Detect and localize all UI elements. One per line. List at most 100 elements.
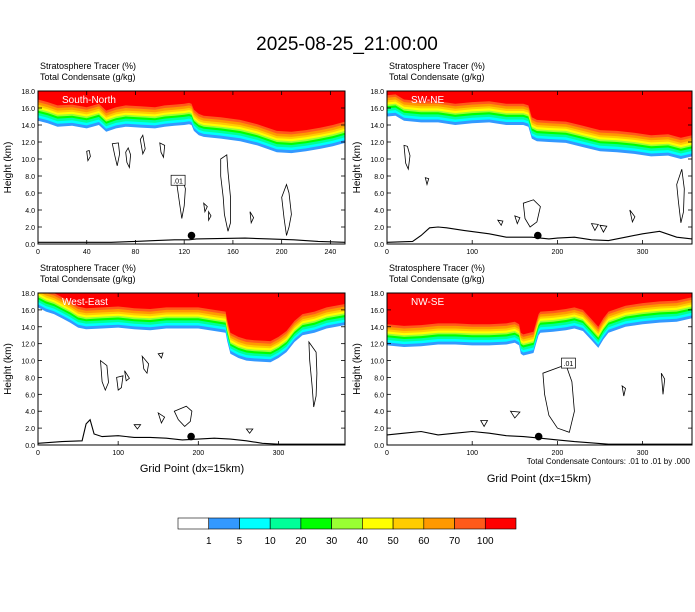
- condensate-contour: [522, 199, 541, 228]
- condensate-contour: [621, 384, 626, 397]
- x-tick-label: 120: [178, 249, 190, 256]
- terrain-line: [387, 430, 692, 445]
- location-marker: [187, 432, 195, 441]
- y-tick-label: 18.0: [370, 89, 384, 96]
- y-tick-label: 4.0: [25, 208, 35, 215]
- plot-frame: [386, 90, 693, 245]
- y-tick-label: 6.0: [374, 392, 384, 399]
- plot-frame: [37, 292, 346, 446]
- y-tick-label: 0.0: [374, 443, 384, 450]
- tracer-band-10: [387, 293, 692, 335]
- y-tick-label: 12.0: [370, 342, 384, 349]
- condensate-contour: [245, 428, 254, 434]
- plot-area: .01: [387, 293, 692, 445]
- contour-label-box: [561, 357, 576, 369]
- x-tick-label: 40: [83, 249, 91, 256]
- y-tick-label: 16.0: [370, 308, 384, 315]
- condensate-contour: [629, 209, 636, 224]
- y-axis-label: Height (km): [352, 142, 363, 194]
- x-tick-label: 0: [36, 249, 40, 256]
- plot-area: [38, 293, 345, 445]
- x-tick-label: 80: [132, 249, 140, 256]
- colorbar-swatch: [454, 517, 486, 530]
- location-marker: [187, 231, 196, 240]
- panels: Stratosphere Tracer (%)Total Condensate …: [3, 61, 693, 457]
- colorbar-swatch: [392, 517, 425, 530]
- y-tick-label: 8.0: [374, 375, 384, 382]
- tracer-band-10: [38, 91, 345, 132]
- panel-west-east: Stratosphere Tracer (%)Total Condensate …: [3, 263, 346, 457]
- y-tick-label: 12.0: [21, 140, 35, 147]
- colorbar-swatch: [177, 517, 210, 530]
- condensate-contour: [159, 142, 166, 159]
- condensate-contour: [157, 411, 166, 425]
- y-tick-label: 10.0: [370, 359, 384, 366]
- y-tick-label: 12.0: [370, 140, 384, 147]
- condensate-contour: [86, 149, 91, 162]
- panel-sw-ne: Stratosphere Tracer (%)Total Condensate …: [352, 61, 693, 256]
- y-tick-label: 4.0: [374, 409, 384, 416]
- condensate-contour: [220, 154, 231, 232]
- colorbar-swatch: [423, 517, 455, 530]
- colorbar-label: 60: [418, 536, 430, 547]
- colorbar-swatch: [331, 517, 363, 530]
- x-tick-label: 300: [273, 450, 285, 457]
- colorbar-label: 100: [477, 536, 494, 547]
- colorbar-label: 5: [237, 536, 243, 547]
- contour-note: Total Condensate Contours: .01 to .01 by…: [527, 457, 691, 466]
- condensate-contour: [599, 224, 608, 233]
- y-tick-label: 10.0: [21, 157, 35, 164]
- y-tick-label: 4.0: [25, 409, 35, 416]
- y-tick-label: 12.0: [21, 342, 35, 349]
- x-tick-label: 0: [385, 450, 389, 457]
- colorbar-swatch: [484, 517, 517, 530]
- y-axis-label: Height (km): [352, 343, 363, 395]
- colorbar: 1 5 10 20 30 40 50 60 70 100: [177, 517, 517, 547]
- colorbar-label: 50: [388, 536, 400, 547]
- colorbar-label: 30: [326, 536, 338, 547]
- y-tick-label: 2.0: [374, 225, 384, 232]
- y-tick-label: 6.0: [25, 191, 35, 198]
- y-tick-label: 10.0: [370, 157, 384, 164]
- condensate-contour: [509, 410, 521, 419]
- x-tick-label: 0: [36, 450, 40, 457]
- y-tick-label: 16.0: [370, 106, 384, 113]
- condensate-contour: [480, 420, 489, 428]
- location-marker: [534, 432, 543, 441]
- colorbar-label: 20: [295, 536, 307, 547]
- condensate-contour: [281, 183, 292, 236]
- x-tick-label: 300: [637, 249, 649, 256]
- x-tick-label: 100: [466, 450, 478, 457]
- x-axis-label-right: Grid Point (dx=15km): [487, 473, 591, 485]
- colorbar-swatch: [300, 517, 332, 530]
- plot-area: [387, 91, 692, 244]
- panel-name: South-North: [62, 95, 116, 106]
- colorbar-label: 70: [449, 536, 461, 547]
- panel-label-tracer: Stratosphere Tracer (%): [389, 61, 485, 71]
- x-tick-label: 100: [112, 450, 124, 457]
- colorbar-swatch: [362, 517, 394, 530]
- y-tick-label: 2.0: [374, 426, 384, 433]
- x-tick-label: 200: [552, 450, 564, 457]
- y-tick-label: 8.0: [25, 174, 35, 181]
- figure-title: 2025-08-25_21:00:00: [256, 34, 438, 55]
- condensate-contour: [660, 373, 666, 395]
- x-tick-label: 100: [466, 249, 478, 256]
- y-tick-label: 2.0: [25, 225, 35, 232]
- y-tick-label: 14.0: [21, 325, 35, 332]
- plot-area: .01: [38, 91, 345, 244]
- y-tick-label: 0.0: [374, 242, 384, 249]
- condensate-contour: [125, 146, 132, 169]
- colorbar-label: 40: [357, 536, 369, 547]
- y-tick-label: 4.0: [374, 208, 384, 215]
- y-tick-label: 18.0: [21, 291, 35, 298]
- tracer-band-10: [387, 91, 692, 138]
- condensate-contour: [590, 223, 599, 232]
- y-axis-label: Height (km): [3, 343, 14, 395]
- panel-label-tracer: Stratosphere Tracer (%): [40, 61, 136, 71]
- panel-label-tracer: Stratosphere Tracer (%): [40, 263, 136, 273]
- colorbar-swatch: [269, 517, 302, 530]
- y-tick-label: 6.0: [374, 191, 384, 198]
- panel-label-condensate: Total Condensate (g/kg): [40, 72, 136, 82]
